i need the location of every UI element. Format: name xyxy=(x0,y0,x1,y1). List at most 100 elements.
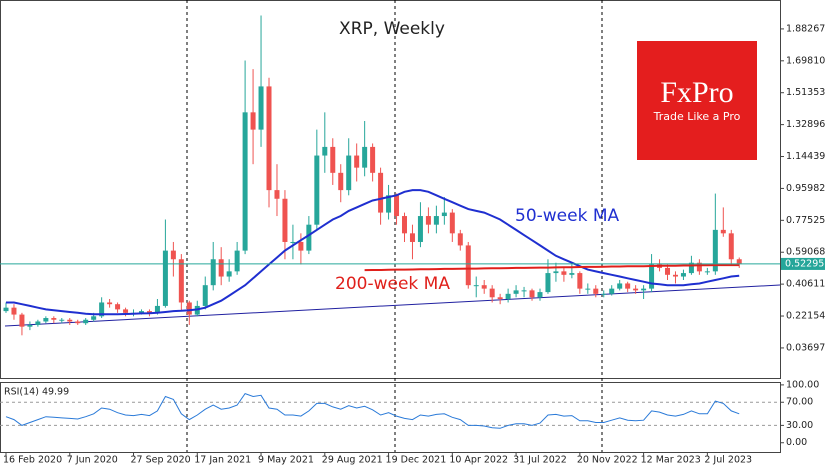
candle-body xyxy=(67,319,73,322)
candle-body xyxy=(386,195,392,213)
candle-body xyxy=(99,302,105,317)
candles xyxy=(3,15,742,336)
y-tick-label: 0.59068 xyxy=(786,247,825,258)
candle-body xyxy=(545,273,551,293)
candle-body xyxy=(346,155,352,191)
x-tick-label: 20 Nov 2022 xyxy=(577,455,638,466)
candle-body xyxy=(35,321,41,325)
candle-body xyxy=(529,290,535,298)
candle-body xyxy=(473,285,479,287)
x-tick-label: 16 Feb 2020 xyxy=(3,455,62,466)
y-tick-label: 1.51353 xyxy=(786,87,825,98)
candle-body xyxy=(210,259,216,286)
x-tick-label: 17 Jan 2021 xyxy=(194,455,251,466)
y-tick-label: 0.22154 xyxy=(786,311,825,322)
y-tick-label: 100.00 xyxy=(786,379,819,390)
candle-body xyxy=(665,267,671,275)
rsi-frame xyxy=(0,382,781,453)
candle-body xyxy=(441,212,447,217)
trend-line xyxy=(4,284,781,327)
logo-box xyxy=(637,41,757,160)
candle-body xyxy=(162,250,168,306)
last-price-label: 0.52295 xyxy=(785,258,824,269)
candle-body xyxy=(91,316,97,320)
last-price-box xyxy=(781,257,825,270)
candle-body xyxy=(146,311,152,313)
candle-body xyxy=(577,273,583,289)
candle-body xyxy=(736,259,742,264)
candle-body xyxy=(457,233,463,246)
candle-body xyxy=(242,112,248,251)
candle-body xyxy=(322,146,328,156)
candle-body xyxy=(115,304,121,310)
ma-line xyxy=(6,189,740,316)
candle-body xyxy=(521,290,527,292)
candle-body xyxy=(186,302,192,315)
x-tick-label: 19 Dec 2021 xyxy=(386,455,447,466)
y-tick-label: 30.00 xyxy=(786,420,813,431)
series-label: 200-week MA xyxy=(335,274,450,294)
candle-body xyxy=(696,262,702,272)
candle-body xyxy=(314,155,320,225)
candle-body xyxy=(170,250,176,260)
candle-body xyxy=(409,233,415,242)
candle-body xyxy=(107,302,113,305)
candle-body xyxy=(234,250,240,272)
candle-body xyxy=(425,216,431,225)
candle-body xyxy=(27,324,33,327)
y-tick-label: 0.77525 xyxy=(786,215,825,226)
candle-body xyxy=(537,292,543,298)
y-tick-label: 0.00 xyxy=(786,437,807,448)
candle-body xyxy=(497,297,503,300)
y-tick-label: 1.14439 xyxy=(786,151,825,162)
rsi-line xyxy=(5,392,740,429)
candle-body xyxy=(51,318,57,320)
candle-body xyxy=(394,195,400,217)
candle-body xyxy=(672,274,678,277)
candle-body xyxy=(298,241,304,251)
y-tick-label: 1.88267 xyxy=(786,23,825,34)
candle-body xyxy=(338,172,344,191)
candle-body xyxy=(601,293,607,295)
rsi-title: RSI(14) 49.99 xyxy=(4,387,69,398)
x-tick-label: 27 Sep 2020 xyxy=(131,455,191,466)
candle-body xyxy=(250,112,256,130)
candle-body xyxy=(123,309,129,313)
x-tick-label: 7 Jun 2020 xyxy=(67,455,118,466)
x-tick-label: 29 Aug 2021 xyxy=(322,455,383,466)
candle-body xyxy=(226,271,232,277)
candle-body xyxy=(370,146,376,173)
candle-body xyxy=(449,212,455,234)
candle-body xyxy=(465,245,471,286)
logo: FxPro Trade Like a Pro xyxy=(637,41,757,160)
candle-body xyxy=(728,233,734,260)
candle-body xyxy=(402,216,407,234)
candle-body xyxy=(688,262,694,274)
candle-body xyxy=(75,321,81,324)
candle-body xyxy=(330,146,336,173)
x-tick-label: 10 Apr 2022 xyxy=(449,455,508,466)
candle-body xyxy=(489,288,495,298)
ma-line xyxy=(364,264,740,272)
candle-body xyxy=(704,271,710,273)
y-tick-label: 0.40611 xyxy=(786,279,825,290)
y-tick-label: 1.32896 xyxy=(786,119,825,130)
candle-body xyxy=(505,293,511,300)
candle-body xyxy=(218,259,224,277)
logo-tagline: Trade Like a Pro xyxy=(653,110,741,123)
candle-body xyxy=(561,271,567,275)
candle-body xyxy=(609,288,615,294)
candle-body xyxy=(553,271,559,274)
candle-body xyxy=(481,285,487,289)
candle-body xyxy=(178,259,184,303)
candle-body xyxy=(633,288,639,291)
candle-body xyxy=(617,283,623,289)
x-tick-label: 31 Jul 2022 xyxy=(513,455,567,466)
candle-body xyxy=(3,307,9,312)
x-tick-label: 9 May 2021 xyxy=(258,455,314,466)
y-tick-label: 0.95982 xyxy=(786,183,825,194)
candle-body xyxy=(433,216,439,225)
candle-body xyxy=(306,224,312,251)
candle-body xyxy=(354,155,360,168)
